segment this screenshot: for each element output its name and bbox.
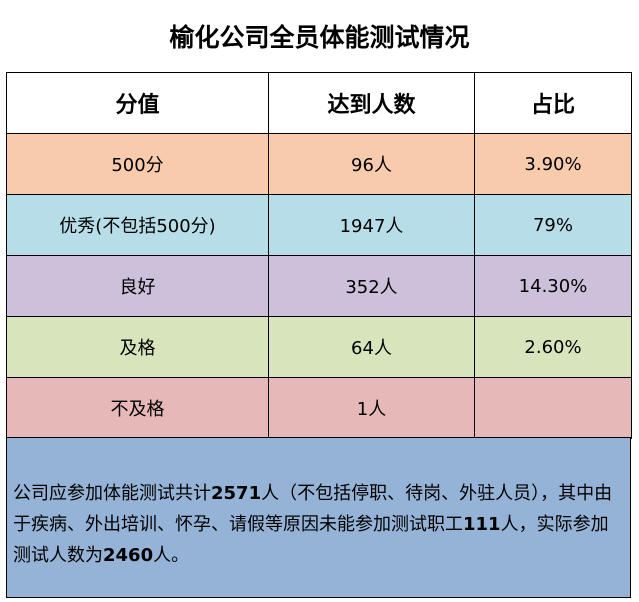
- header-cell: 占比: [474, 72, 632, 134]
- table-cell: 500分: [6, 133, 269, 195]
- table-cell: [474, 377, 632, 439]
- table-cell: 1人: [268, 377, 475, 439]
- note-text: 公司应参加体能测试共计: [13, 483, 211, 504]
- table-cell: 良好: [6, 255, 269, 317]
- note-number: 2460: [103, 545, 154, 566]
- results-table: 分值 达到人数 占比 500分 96人 3.90% 优秀(不包括500分) 1947人 79%…: [6, 72, 632, 439]
- table-row: 优秀(不包括500分) 1947人 79%: [6, 194, 632, 256]
- note-number: 111: [463, 514, 501, 535]
- title: 榆化公司全员体能测试情况: [169, 23, 470, 52]
- table-cell: 1947人: [268, 194, 475, 256]
- note-text: 人，实际参加测试人数为: [13, 514, 609, 566]
- table-cell: 79%: [474, 194, 632, 256]
- table-cell: 14.30%: [474, 255, 632, 317]
- header-cell: 分值: [6, 72, 269, 134]
- table-cell: 及格: [6, 316, 269, 378]
- note-text: 人（不包括停职、待岗、外驻人员），其中由于疾病、外出培训、怀孕、请假等原因未能参…: [13, 483, 613, 535]
- table-row: 不及格 1人: [6, 377, 632, 439]
- note: 公司应参加体能测试共计2571人（不包括停职、待岗、外驻人员），其中由于疾病、外…: [6, 437, 631, 598]
- note-text: 人。: [153, 545, 190, 566]
- header-row: 分值 达到人数 占比: [6, 72, 632, 134]
- table-cell: 352人: [268, 255, 475, 317]
- table-row: 500分 96人 3.90%: [6, 133, 632, 195]
- table-cell: 64人: [268, 316, 475, 378]
- header-cell: 达到人数: [268, 72, 475, 134]
- table-row: 及格 64人 2.60%: [6, 316, 632, 378]
- table-cell: 优秀(不包括500分): [6, 194, 269, 256]
- table-cell: 不及格: [6, 377, 269, 439]
- note-number: 2571: [211, 483, 262, 504]
- table-cell: 3.90%: [474, 133, 632, 195]
- table-cell: 2.60%: [474, 316, 632, 378]
- table-body: 500分 96人 3.90% 优秀(不包括500分) 1947人 79% 良好 352人 14.…: [6, 133, 632, 439]
- table-cell: 96人: [268, 133, 475, 195]
- table-row: 良好 352人 14.30%: [6, 255, 632, 317]
